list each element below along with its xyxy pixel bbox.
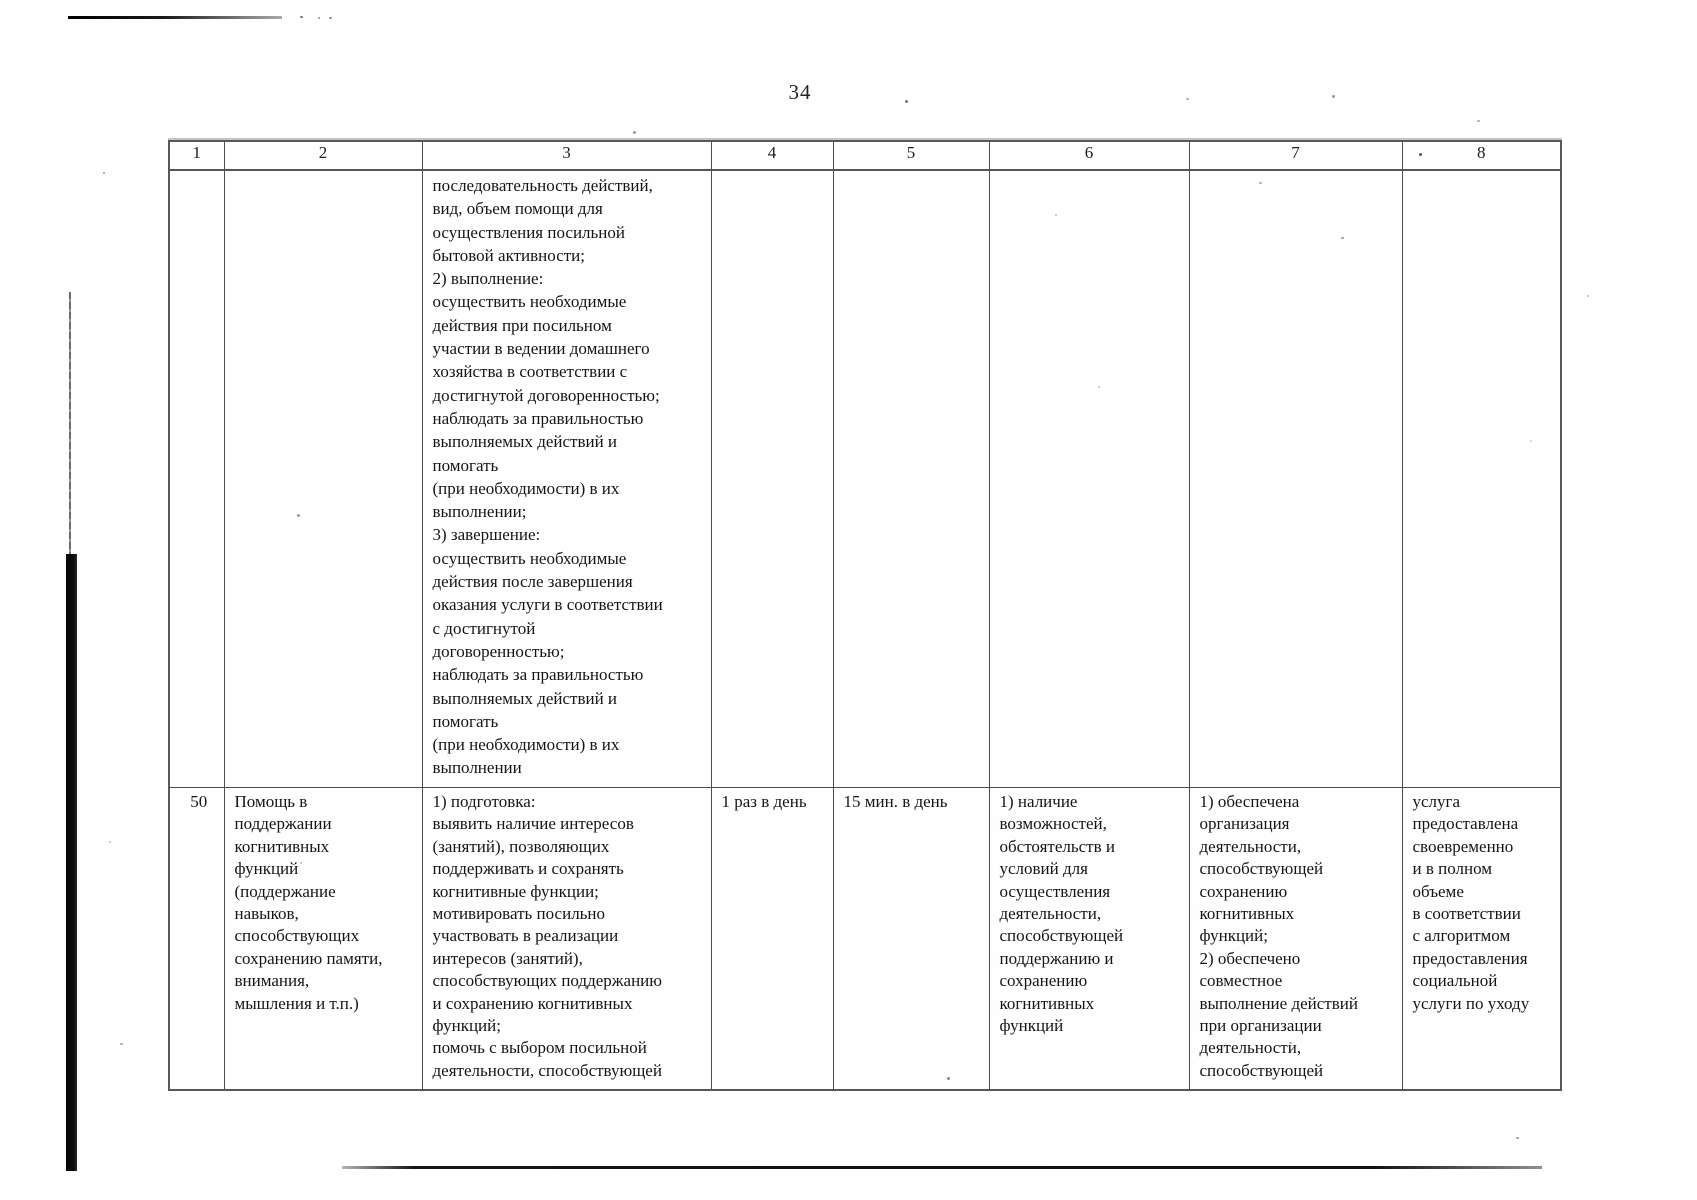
cell-conditions: 1) наличие возможностей, обстоятельств и… <box>988 787 1190 1091</box>
scan-artifact-bottom-line <box>342 1166 1542 1169</box>
cell-frequency <box>710 169 834 788</box>
cell-actions: 1) подготовка: выявить наличие интересов… <box>421 787 712 1091</box>
table-header-row: 1 2 3 4 5 6 7 8 <box>168 140 1562 171</box>
column-header-8: 8 <box>1401 140 1562 171</box>
table-row-continuation: последовательность действий, вид, объем … <box>168 169 1562 788</box>
care-services-table: 1 2 3 4 5 6 7 8 последовательность дейст… <box>168 140 1562 1091</box>
cell-row-no <box>168 169 225 788</box>
cell-duration: 15 мин. в день <box>832 787 990 1091</box>
column-header-4: 4 <box>710 140 834 171</box>
column-header-5: 5 <box>832 140 990 171</box>
cell-conditions <box>988 169 1190 788</box>
column-header-3: 3 <box>421 140 712 171</box>
cell-frequency: 1 раз в день <box>710 787 834 1091</box>
cell-results <box>1188 169 1403 788</box>
scan-artifact-left-bar <box>66 554 77 1171</box>
cell-duration <box>832 169 990 788</box>
cell-row-no: 50 <box>168 787 225 1091</box>
cell-service-name: Помощь в поддержании когнитивных функций… <box>223 787 423 1091</box>
column-header-7: 7 <box>1188 140 1403 171</box>
cell-quality: услуга предоставлена своевременно и в по… <box>1401 787 1562 1091</box>
column-header-6: 6 <box>988 140 1190 171</box>
cell-service-name <box>223 169 423 788</box>
page-number: 34 <box>788 80 812 104</box>
cell-quality <box>1401 169 1562 788</box>
scan-artifact-top-line <box>68 16 282 19</box>
scan-artifact-left-line <box>69 292 71 556</box>
table-row-50: 50 Помощь в поддержании когнитивных функ… <box>168 787 1562 1091</box>
column-header-1: 1 <box>168 140 225 171</box>
cell-results: 1) обеспечена организация деятельности, … <box>1188 787 1403 1091</box>
cell-actions: последовательность действий, вид, объем … <box>421 169 712 788</box>
column-header-2: 2 <box>223 140 423 171</box>
